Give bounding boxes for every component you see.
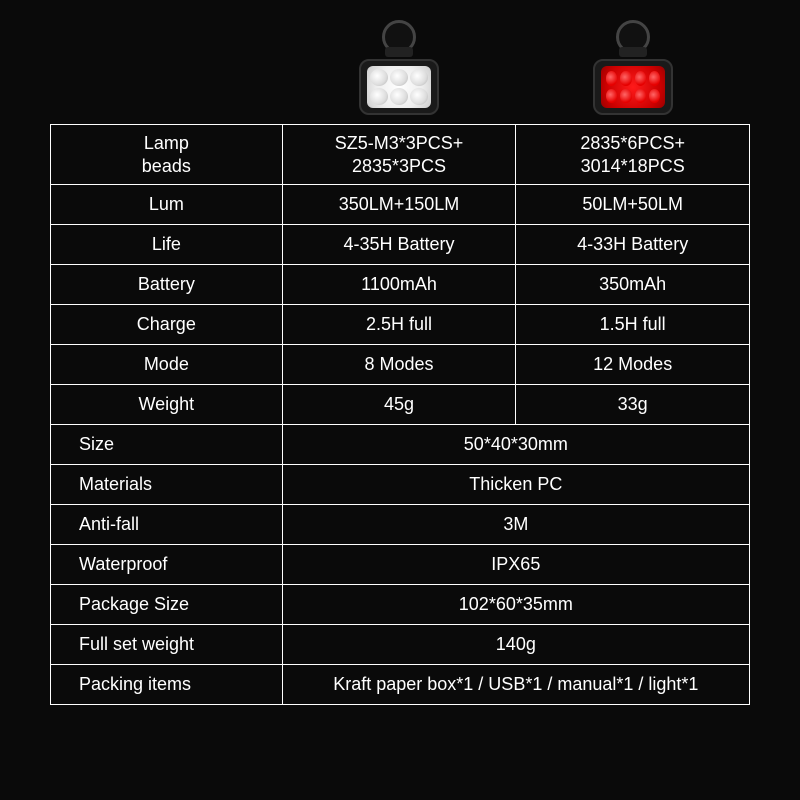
label-packing-items: Packing items — [51, 665, 283, 705]
row-anti-fall: Anti-fall 3M — [51, 505, 750, 545]
label-life: Life — [51, 225, 283, 265]
shared-full-set-weight: 140g — [282, 625, 749, 665]
text: beads — [142, 156, 191, 176]
mount-clip-icon — [616, 20, 650, 54]
front-mode: 8 Modes — [282, 345, 516, 385]
label-charge: Charge — [51, 305, 283, 345]
label-waterproof: Waterproof — [51, 545, 283, 585]
label-lum: Lum — [51, 185, 283, 225]
product-images-row — [50, 10, 750, 120]
text: 2835*6PCS+ — [580, 133, 685, 153]
front-lamp-beads: SZ5-M3*3PCS+ 2835*3PCS — [282, 125, 516, 185]
rear-light-body — [593, 59, 673, 115]
rear-light-image — [516, 10, 750, 120]
shared-packing-items: Kraft paper box*1 / USB*1 / manual*1 / l… — [282, 665, 749, 705]
rear-lamp-beads: 2835*6PCS+ 3014*18PCS — [516, 125, 750, 185]
label-materials: Materials — [51, 465, 283, 505]
row-waterproof: Waterproof IPX65 — [51, 545, 750, 585]
front-light-body — [359, 59, 439, 115]
text: 2835*3PCS — [352, 156, 446, 176]
front-light-image — [282, 10, 516, 120]
front-charge: 2.5H full — [282, 305, 516, 345]
front-life: 4-35H Battery — [282, 225, 516, 265]
row-battery: Battery 1100mAh 350mAh — [51, 265, 750, 305]
rear-charge: 1.5H full — [516, 305, 750, 345]
row-full-set-weight: Full set weight 140g — [51, 625, 750, 665]
row-packing-items: Packing items Kraft paper box*1 / USB*1 … — [51, 665, 750, 705]
rear-battery: 350mAh — [516, 265, 750, 305]
row-lum: Lum 350LM+150LM 50LM+50LM — [51, 185, 750, 225]
row-mode: Mode 8 Modes 12 Modes — [51, 345, 750, 385]
row-weight: Weight 45g 33g — [51, 385, 750, 425]
label-lamp-beads: Lamp beads — [51, 125, 283, 185]
rear-weight: 33g — [516, 385, 750, 425]
text: Lamp — [144, 133, 189, 153]
row-package-size: Package Size 102*60*35mm — [51, 585, 750, 625]
rear-lum: 50LM+50LM — [516, 185, 750, 225]
label-mode: Mode — [51, 345, 283, 385]
label-battery: Battery — [51, 265, 283, 305]
text: SZ5-M3*3PCS+ — [335, 133, 464, 153]
text: 3014*18PCS — [581, 156, 685, 176]
front-battery: 1100mAh — [282, 265, 516, 305]
shared-anti-fall: 3M — [282, 505, 749, 545]
spec-table: Lamp beads SZ5-M3*3PCS+ 2835*3PCS 2835*6… — [50, 124, 750, 705]
label-anti-fall: Anti-fall — [51, 505, 283, 545]
label-weight: Weight — [51, 385, 283, 425]
label-full-set-weight: Full set weight — [51, 625, 283, 665]
rear-mode: 12 Modes — [516, 345, 750, 385]
row-lamp-beads: Lamp beads SZ5-M3*3PCS+ 2835*3PCS 2835*6… — [51, 125, 750, 185]
shared-size: 50*40*30mm — [282, 425, 749, 465]
row-life: Life 4-35H Battery 4-33H Battery — [51, 225, 750, 265]
front-lum: 350LM+150LM — [282, 185, 516, 225]
shared-package-size: 102*60*35mm — [282, 585, 749, 625]
shared-waterproof: IPX65 — [282, 545, 749, 585]
rear-light-lens — [601, 66, 665, 108]
row-charge: Charge 2.5H full 1.5H full — [51, 305, 750, 345]
rear-life: 4-33H Battery — [516, 225, 750, 265]
label-size: Size — [51, 425, 283, 465]
front-weight: 45g — [282, 385, 516, 425]
shared-materials: Thicken PC — [282, 465, 749, 505]
label-package-size: Package Size — [51, 585, 283, 625]
mount-clip-icon — [382, 20, 416, 54]
row-materials: Materials Thicken PC — [51, 465, 750, 505]
row-size: Size 50*40*30mm — [51, 425, 750, 465]
front-light-lens — [367, 66, 431, 108]
